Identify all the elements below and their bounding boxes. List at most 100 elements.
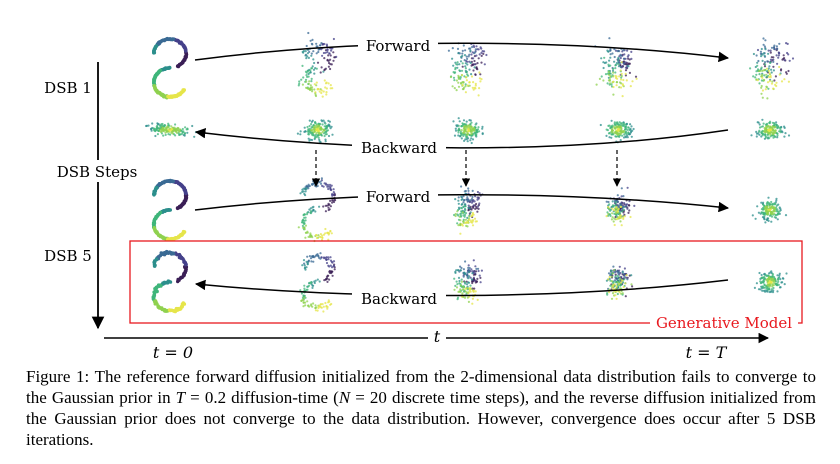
- scatter-point: [186, 131, 189, 134]
- scatter-point: [474, 207, 477, 210]
- scatter-point: [611, 207, 614, 210]
- scatter-point: [625, 274, 628, 277]
- scatter-point: [620, 195, 623, 198]
- scatter-point: [462, 87, 465, 91]
- scatter-point: [615, 123, 619, 126]
- scatter-point: [760, 92, 763, 95]
- scatter-point: [767, 129, 770, 132]
- scatter-point: [151, 122, 154, 125]
- scatter-point: [624, 282, 627, 285]
- scatter-point: [467, 300, 470, 303]
- scatter-point: [302, 259, 306, 262]
- scatter-point: [769, 58, 773, 61]
- scatter-point: [614, 201, 618, 204]
- scatter-point: [305, 213, 309, 216]
- scatter-point: [619, 78, 623, 81]
- scatter-point: [467, 277, 470, 280]
- scatter-point: [619, 139, 622, 142]
- scatter-point: [610, 136, 613, 139]
- scatter-point: [329, 264, 332, 267]
- scatter-point: [455, 286, 459, 289]
- scatter-point: [768, 122, 772, 125]
- scatter-point: [770, 288, 773, 291]
- scatter-point: [327, 82, 330, 85]
- scatter-point: [765, 76, 768, 79]
- scatter-point: [324, 86, 327, 89]
- scatter-point: [756, 79, 759, 82]
- scatter-point: [629, 123, 632, 126]
- scatter-point: [620, 72, 623, 75]
- scatter-point: [605, 215, 608, 218]
- scatter-point: [626, 207, 629, 210]
- scatter-point: [463, 205, 466, 208]
- scatter-point: [454, 284, 457, 287]
- scatter-point: [772, 69, 776, 72]
- scatter-point: [619, 287, 622, 290]
- scatter-point: [311, 38, 314, 42]
- scatter-point: [329, 205, 332, 208]
- scatter-point: [306, 262, 309, 265]
- scatter-point: [607, 70, 611, 74]
- scatter-point: [304, 78, 308, 81]
- scatter-point: [329, 67, 332, 71]
- scatter-point: [631, 285, 634, 288]
- scatter-point: [755, 70, 758, 73]
- scatter-point: [167, 122, 170, 125]
- scatter-point: [761, 53, 764, 56]
- scatter-point: [774, 129, 777, 132]
- scatter-point: [625, 79, 628, 82]
- scatter-point: [326, 277, 329, 280]
- scatter-point: [618, 86, 621, 89]
- scatter-point: [624, 125, 627, 129]
- scatter-point: [623, 202, 626, 205]
- scatter-point: [783, 59, 786, 62]
- scatter-point: [780, 130, 783, 133]
- scatter-point: [457, 74, 460, 77]
- scatter-point: [462, 275, 465, 278]
- scatter-point: [324, 227, 327, 231]
- scatter-point: [303, 296, 306, 299]
- scatter-point: [602, 66, 605, 70]
- scatter-point: [475, 202, 478, 206]
- scatter-point: [454, 198, 457, 201]
- scatter-point: [764, 39, 767, 42]
- scatter-point: [328, 52, 331, 55]
- scatter-point: [331, 274, 334, 277]
- scatter-point: [171, 130, 174, 133]
- scatter-point: [464, 133, 467, 136]
- scatter-point: [764, 88, 767, 91]
- scatter-point: [467, 204, 470, 207]
- scatter-point: [766, 97, 769, 100]
- scatter-point: [758, 82, 761, 85]
- scatter-point: [315, 42, 318, 45]
- scatter-point: [322, 119, 325, 122]
- caption-text-1: Figure 1: The reference forward diffusio…: [26, 367, 816, 407]
- scatter-point: [472, 204, 475, 207]
- scatter-point: [620, 281, 623, 284]
- scatter-point: [769, 125, 772, 128]
- scatter-point: [323, 125, 326, 128]
- scatter-point: [613, 269, 616, 272]
- scatter-point: [193, 135, 196, 138]
- scatter-point: [620, 74, 623, 78]
- scatter-point: [476, 190, 479, 194]
- scatter-point: [307, 187, 310, 190]
- scatter-point: [326, 307, 329, 310]
- scatter-point: [611, 272, 614, 275]
- scatter-point: [182, 302, 187, 306]
- scatter-point: [762, 37, 765, 40]
- scatter-point: [772, 65, 775, 68]
- scatter-point: [764, 63, 767, 66]
- scatter-point: [454, 127, 457, 130]
- scatter-point: [612, 204, 615, 207]
- scatter-point: [316, 45, 319, 48]
- scatter-point: [619, 86, 623, 89]
- scatter-point: [787, 134, 791, 137]
- scatter-point: [761, 69, 764, 72]
- scatter-point: [610, 270, 613, 273]
- scatter-point: [324, 182, 327, 185]
- scatter-point: [472, 57, 475, 60]
- scatter-point: [474, 87, 477, 90]
- scatter-point: [480, 54, 483, 58]
- scatter-point: [162, 128, 166, 131]
